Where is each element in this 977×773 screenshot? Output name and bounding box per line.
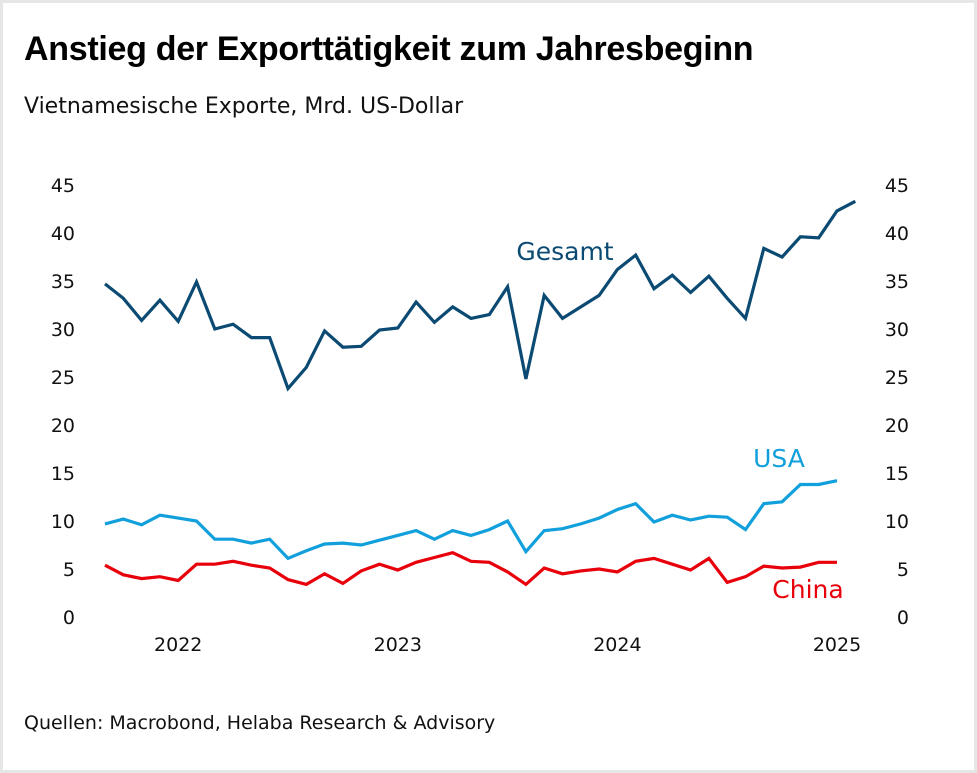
chart-subtitle: Vietnamesische Exporte, Mrd. US-Dollar — [24, 94, 464, 119]
chart-title: Anstieg der Exporttätigkeit zum Jahresbe… — [24, 30, 754, 68]
y-tick-label-right: 10 — [885, 511, 909, 533]
chart-card — [3, 3, 974, 770]
series-lines — [104, 199, 857, 587]
y-tick-label-left: 35 — [51, 271, 75, 293]
y-tick-label-left: 15 — [51, 463, 75, 485]
x-tick-label: 2025 — [813, 634, 861, 656]
y-tick-label-right: 5 — [897, 559, 909, 581]
y-tick-label-right: 45 — [885, 175, 909, 197]
y-axis-left: 0 5 10 15 20 25 30 35 40 45 — [51, 175, 75, 629]
x-tick-label: 2024 — [593, 634, 641, 656]
source-note: Quellen: Macrobond, Helaba Research & Ad… — [24, 712, 496, 734]
series-label-usa: USA — [753, 444, 805, 473]
y-tick-label-right: 25 — [885, 367, 909, 389]
y-tick-label-left: 40 — [51, 223, 75, 245]
x-axis: 2022 2023 2024 2025 — [154, 634, 861, 656]
y-axis-right: 0 5 10 15 20 25 30 35 40 45 — [885, 175, 909, 629]
y-tick-label-right: 20 — [885, 415, 909, 437]
y-tick-label-left: 45 — [51, 175, 75, 197]
series-label-china: China — [772, 575, 843, 604]
y-tick-label-left: 10 — [51, 511, 75, 533]
series-line-gesamt — [104, 199, 857, 392]
y-tick-label-right: 0 — [897, 607, 909, 629]
y-tick-label-left: 25 — [51, 367, 75, 389]
y-tick-label-right: 30 — [885, 319, 909, 341]
series-line-usa — [104, 479, 838, 561]
y-tick-label-left: 0 — [63, 607, 75, 629]
x-tick-label: 2022 — [154, 634, 202, 656]
y-tick-label-right: 35 — [885, 271, 909, 293]
series-label-gesamt: Gesamt — [516, 237, 613, 266]
y-tick-label-right: 15 — [885, 463, 909, 485]
series-line-china — [104, 551, 837, 587]
y-tick-label-left: 5 — [63, 559, 75, 581]
series-labels: Gesamt USA China — [516, 237, 843, 604]
x-tick-label: 2023 — [374, 634, 422, 656]
y-tick-label-left: 20 — [51, 415, 75, 437]
y-tick-label-left: 30 — [51, 319, 75, 341]
y-tick-label-right: 40 — [885, 223, 909, 245]
